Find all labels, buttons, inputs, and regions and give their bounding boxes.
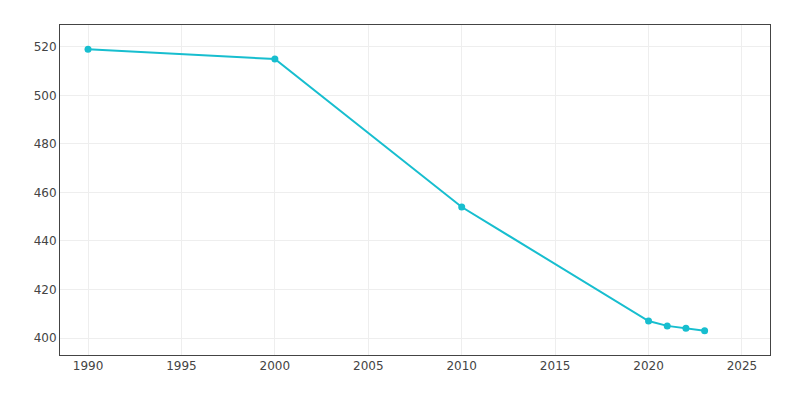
svg-text:460: 460 xyxy=(34,186,57,200)
svg-text:420: 420 xyxy=(34,283,57,297)
svg-text:2020: 2020 xyxy=(633,359,664,373)
svg-text:520: 520 xyxy=(34,40,57,54)
svg-text:480: 480 xyxy=(34,137,57,151)
svg-text:400: 400 xyxy=(34,331,57,345)
svg-text:440: 440 xyxy=(34,234,57,248)
svg-text:2005: 2005 xyxy=(353,359,384,373)
svg-text:2010: 2010 xyxy=(446,359,477,373)
svg-text:1990: 1990 xyxy=(73,359,104,373)
svg-text:500: 500 xyxy=(34,89,57,103)
svg-text:2015: 2015 xyxy=(540,359,571,373)
svg-text:1995: 1995 xyxy=(166,359,197,373)
svg-text:2025: 2025 xyxy=(727,359,758,373)
svg-text:2000: 2000 xyxy=(260,359,291,373)
